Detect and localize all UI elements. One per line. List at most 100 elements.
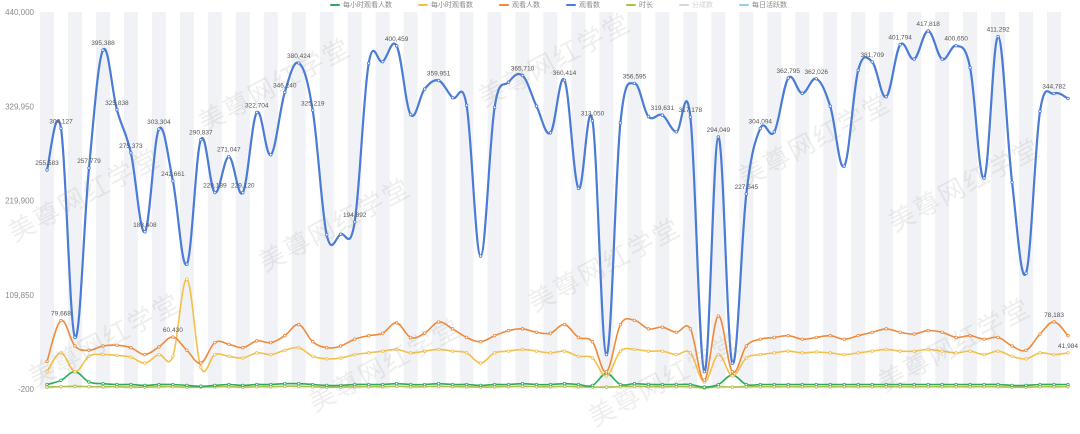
data-point [241, 356, 245, 360]
data-point [576, 382, 581, 387]
data-point [674, 352, 679, 357]
data-point [926, 382, 930, 387]
data-point [450, 382, 455, 387]
band [459, 12, 474, 389]
data-point [758, 382, 763, 387]
data-point [702, 378, 707, 382]
data-point [1066, 351, 1070, 355]
legend-item[interactable]: 每小时观看数 [418, 0, 473, 10]
data-point [632, 81, 637, 86]
data-point [199, 365, 203, 370]
legend-item[interactable]: 时长 [626, 0, 653, 10]
data-label: 322,704 [245, 102, 269, 109]
data-point [660, 382, 665, 387]
band [991, 12, 1006, 389]
legend-item[interactable]: 每小时观看人数 [330, 0, 392, 10]
data-point [283, 381, 287, 386]
data-label: 380,424 [287, 53, 311, 60]
data-point [255, 110, 259, 115]
data-point [366, 61, 371, 66]
data-point [115, 382, 119, 387]
data-point [520, 381, 525, 386]
data-point [968, 334, 972, 338]
series-line-观看数 [45, 29, 1069, 373]
data-point [702, 370, 707, 374]
data-point [842, 352, 846, 357]
data-point [856, 334, 860, 338]
legend-item[interactable]: 观看数 [566, 0, 600, 10]
data-point [143, 230, 147, 234]
data-point [590, 340, 595, 344]
data-label: 183,408 [133, 222, 157, 229]
legend-item[interactable]: 分成数 [679, 0, 713, 10]
data-point [926, 29, 930, 33]
data-label: 362,026 [805, 69, 829, 76]
data-point [646, 349, 651, 353]
data-point [450, 349, 455, 353]
data-point [492, 351, 497, 355]
data-point [325, 232, 329, 237]
data-label: 229,189 [203, 183, 227, 190]
legend-item[interactable]: 每日活跃数 [739, 0, 787, 10]
data-point [758, 337, 763, 341]
data-point [45, 382, 49, 387]
data-point [380, 59, 385, 64]
legend-label: 观看人数 [512, 2, 540, 9]
data-point [674, 130, 679, 134]
data-point [562, 349, 567, 353]
data-point [800, 91, 804, 96]
data-point [772, 335, 776, 340]
data-point [87, 348, 91, 352]
data-point [506, 80, 511, 84]
data-point [325, 383, 329, 388]
band [67, 12, 82, 389]
data-point [870, 382, 874, 387]
data-point [464, 382, 469, 387]
data-point [241, 346, 245, 350]
data-label: 60,430 [163, 327, 183, 334]
data-point [45, 359, 49, 364]
data-point [213, 190, 217, 195]
data-point [996, 34, 1000, 39]
legend-label: 每小时观看人数 [343, 2, 392, 9]
data-point [646, 382, 651, 387]
data-point [269, 340, 273, 345]
data-point [660, 325, 665, 329]
data-point [562, 322, 567, 327]
data-label: 400,650 [944, 36, 968, 43]
data-point [604, 370, 609, 374]
data-point [604, 352, 609, 357]
data-point [1052, 91, 1056, 96]
data-point [422, 349, 427, 353]
data-point [1038, 109, 1042, 114]
y-tick-label: 109,850 [5, 291, 34, 300]
data-label: 313,050 [581, 111, 605, 118]
data-point [325, 346, 329, 350]
data-point [408, 382, 413, 387]
data-label: 271,047 [217, 147, 241, 154]
data-point [982, 352, 986, 357]
data-point [227, 342, 231, 346]
data-point [884, 327, 888, 331]
data-label: 417,818 [916, 21, 940, 28]
band [123, 12, 138, 389]
data-point [548, 331, 553, 335]
series-line-每小时观看数 [46, 278, 1069, 383]
data-point [87, 166, 91, 170]
y-tick-label: 219,900 [5, 197, 34, 206]
band [627, 12, 642, 389]
data-point [744, 192, 749, 196]
legend-swatch [626, 4, 636, 6]
legend-item[interactable]: 观看人数 [499, 0, 540, 10]
data-point [366, 351, 371, 355]
data-point [352, 352, 357, 357]
data-point [269, 352, 273, 357]
data-point [73, 344, 77, 348]
data-point [856, 382, 860, 387]
legend-label: 每日活跃数 [752, 2, 787, 9]
data-point [325, 357, 329, 361]
data-point [366, 382, 371, 387]
data-point [450, 327, 455, 331]
data-point [716, 135, 721, 139]
data-point [199, 384, 203, 388]
